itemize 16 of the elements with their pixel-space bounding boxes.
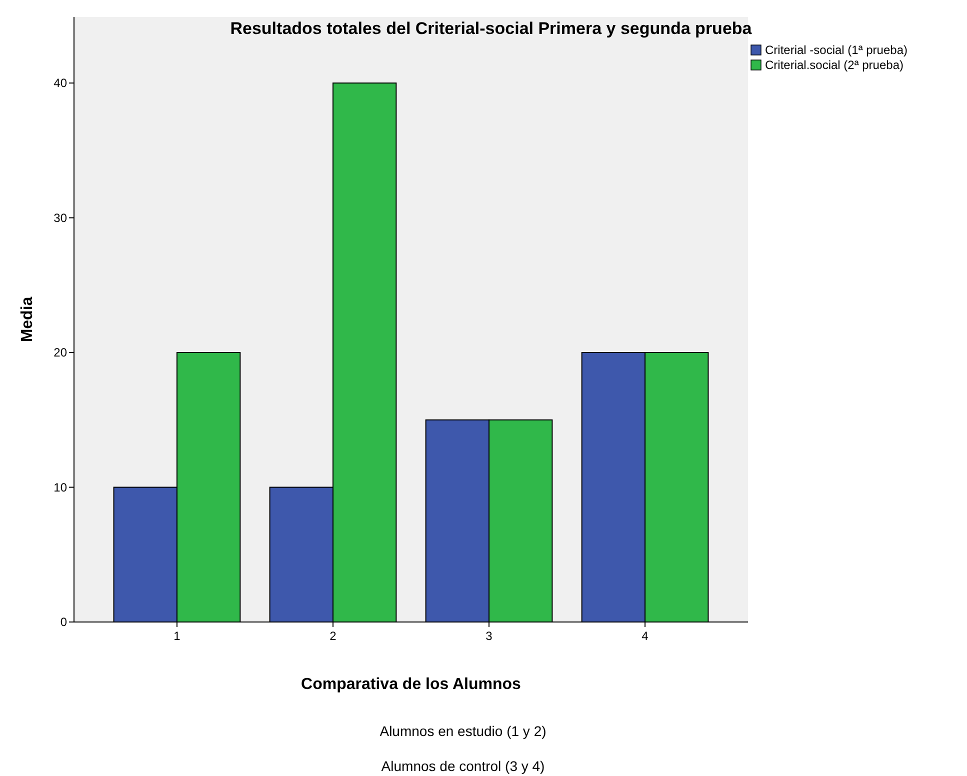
y-tick-label: 0 xyxy=(60,615,68,630)
x-axis-title: Comparativa de los Alumnos xyxy=(301,676,522,693)
legend-label: Criterial.social (2ª prueba) xyxy=(765,58,904,72)
text: Alumnos en estudio (1 y 2) xyxy=(380,723,546,739)
y-tick-label: 20 xyxy=(54,346,68,360)
x-tick-label: 4 xyxy=(642,629,649,643)
y-tick-label: 30 xyxy=(54,210,68,225)
x-tick-label: 3 xyxy=(486,629,493,643)
y-tick-label: 10 xyxy=(54,480,68,494)
x-tick-label: 1 xyxy=(174,629,181,643)
y-axis-title: Media xyxy=(19,296,36,342)
text: Alumnos de control (3 y 4) xyxy=(381,758,545,774)
legend-label: Criterial -social (1ª prueba) xyxy=(765,43,908,57)
x-tick-label: 2 xyxy=(330,629,337,643)
chart-title: Resultados totales del Criterial-social Primera y segunda prueba xyxy=(230,19,752,38)
y-tick-label: 40 xyxy=(54,76,68,90)
